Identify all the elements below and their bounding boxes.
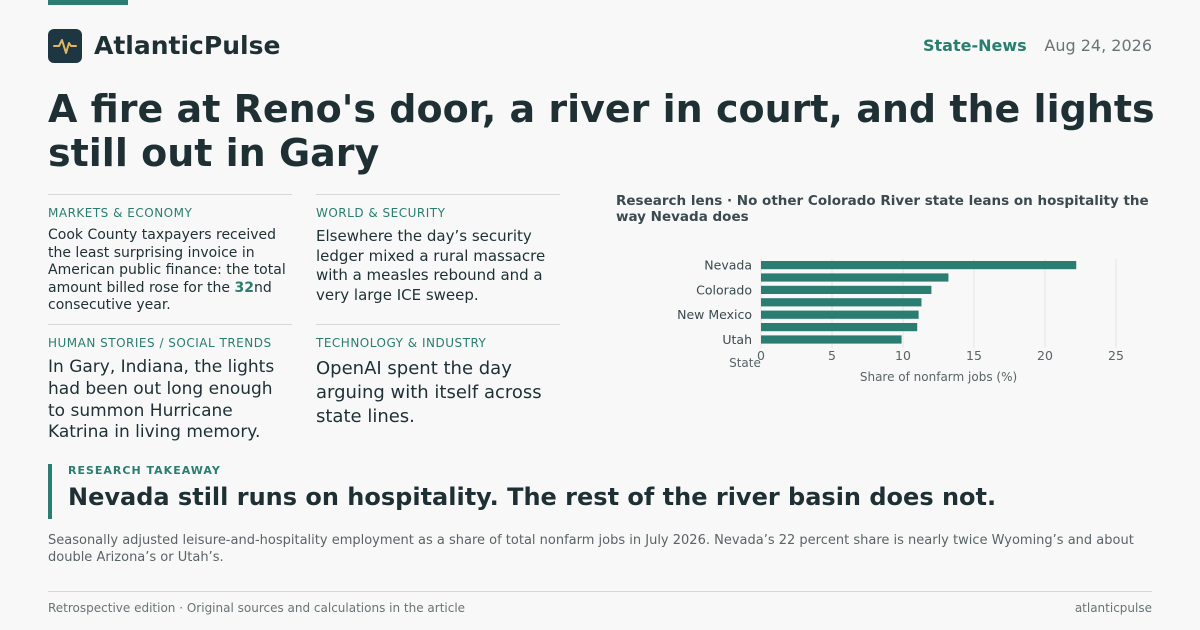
- y-tick-label: Colorado: [696, 282, 752, 297]
- y-axis-label: State: [729, 356, 761, 370]
- bar: [761, 261, 1077, 270]
- footer-note: Retrospective edition · Original sources…: [48, 601, 466, 615]
- story-tag: WORLD & SECURITY: [316, 206, 446, 220]
- x-tick-label: 5: [828, 348, 836, 363]
- bar: [761, 273, 949, 282]
- x-tick-label: 10: [895, 348, 911, 363]
- story-highlight-number: 32: [234, 279, 254, 296]
- y-tick-label: Nevada: [704, 258, 752, 273]
- story-technology[interactable]: TECHNOLOGY & INDUSTRY OpenAI spent the d…: [316, 324, 560, 429]
- story-tag: HUMAN STORIES / SOCIAL TRENDS: [48, 336, 272, 350]
- research-takeaway: RESEARCH TAKEAWAY Nevada still runs on h…: [48, 464, 1152, 519]
- bar: [761, 285, 932, 294]
- bar: [761, 310, 919, 319]
- story-tag: TECHNOLOGY & INDUSTRY: [316, 336, 487, 350]
- page-footer: Retrospective edition · Original sources…: [48, 591, 1152, 615]
- brand-logo[interactable]: [48, 29, 82, 63]
- y-tick-label: New Mexico: [677, 307, 752, 322]
- brand-name[interactable]: AtlanticPulse: [94, 31, 281, 60]
- story-markets[interactable]: MARKETS & ECONOMY Cook County taxpayers …: [48, 194, 292, 315]
- section-link[interactable]: State-News: [923, 36, 1027, 55]
- bar: [761, 298, 922, 307]
- bar: [761, 335, 902, 344]
- top-accent-bar: [48, 0, 128, 5]
- footer-site-link[interactable]: atlanticpulse: [1074, 601, 1152, 615]
- story-body: OpenAI spent the day arguing with itself…: [316, 358, 542, 427]
- story-body: Elsewhere the day’s security ledger mixe…: [316, 227, 546, 304]
- bar: [761, 323, 918, 332]
- x-tick-label: 20: [1037, 348, 1053, 363]
- chart-title: Research lens · No other Colorado River …: [616, 193, 1149, 225]
- story-text: Cook County taxpayers received the least…: [48, 227, 286, 296]
- publish-date: Aug 24, 2026: [1044, 36, 1152, 55]
- y-tick-label: Utah: [722, 332, 752, 347]
- pulse-icon: [53, 39, 77, 54]
- x-tick-label: 15: [966, 348, 982, 363]
- page-headline: A fire at Reno's door, a river in court,…: [48, 87, 1155, 175]
- takeaway-label: RESEARCH TAKEAWAY: [68, 464, 221, 477]
- x-axis-label: Share of nonfarm jobs (%): [860, 370, 1017, 384]
- hospitality-bar-chart: 0 5 10 15 20 25 Nevada Colorado New Mexico Utah St…: [677, 258, 1124, 384]
- x-tick-label: 0: [757, 348, 765, 363]
- story-world[interactable]: WORLD & SECURITY Elsewhere the day’s sec…: [316, 194, 560, 305]
- story-body: Cook County taxpayers received the least…: [48, 227, 292, 315]
- story-body: In Gary, Indiana, the lights had been ou…: [48, 357, 275, 443]
- takeaway-text: Nevada still runs on hospitality. The re…: [68, 483, 997, 511]
- chart-caption: Seasonally adjusted leisure-and-hospital…: [48, 533, 1134, 565]
- story-tag: MARKETS & ECONOMY: [48, 206, 193, 220]
- story-human[interactable]: HUMAN STORIES / SOCIAL TRENDS In Gary, I…: [48, 324, 292, 444]
- story-text-end: nd consecutive year.: [48, 279, 272, 314]
- x-tick-label: 25: [1108, 348, 1124, 363]
